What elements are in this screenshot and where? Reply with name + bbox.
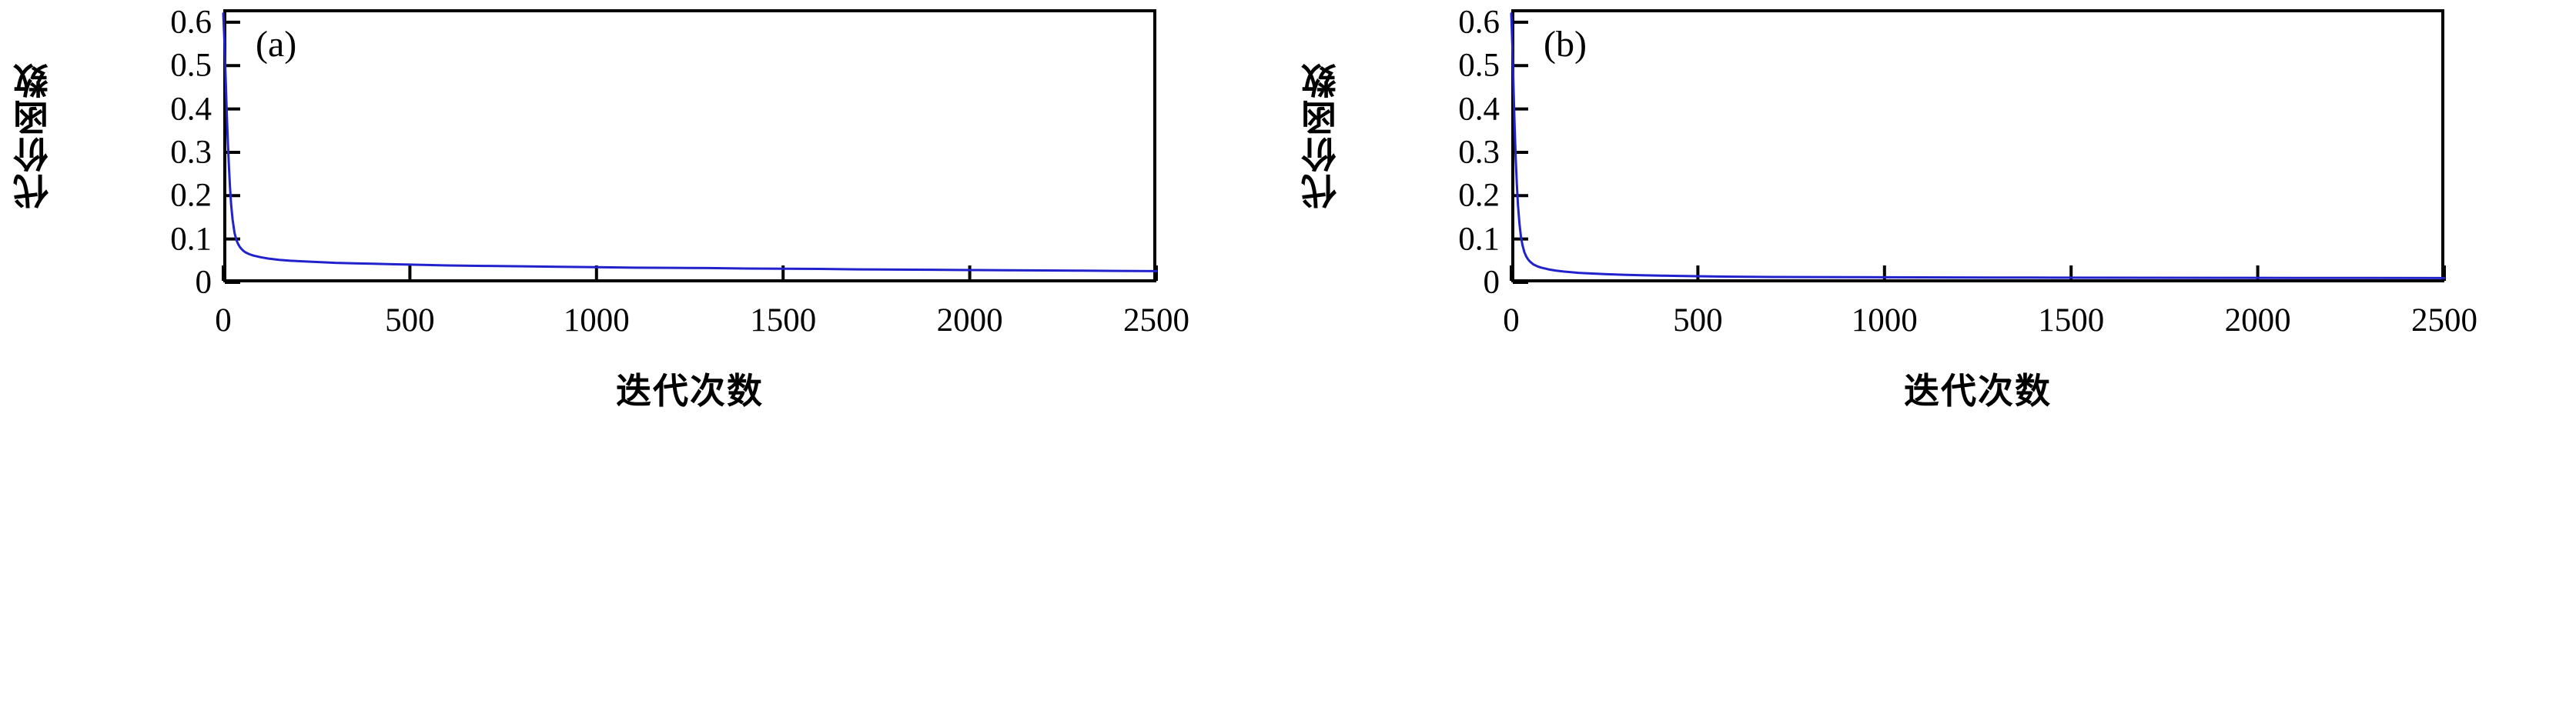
x-axis-title: 迭代次数	[616, 371, 764, 411]
chart-panel-a: 0 0.1 0.2 0.3 0.4 0.5 0.6 0 500 1000 1500 2000 2500 迭…	[13, 4, 1189, 411]
y-axis-tick-label: 0.5	[1458, 47, 1500, 84]
x-axis-tick-label: 0	[1503, 302, 1520, 339]
y-axis-tick-label: 0.6	[170, 4, 212, 41]
y-axis-tick-label: 0.1	[170, 221, 212, 258]
x-axis-tick-label: 2000	[936, 302, 1003, 339]
y-axis-tick-label: 0.5	[170, 47, 212, 84]
y-axis-tick-label: 0	[195, 264, 212, 301]
y-axis-tick-label: 0.3	[170, 134, 212, 171]
y-axis-tick-label: 0.2	[170, 177, 212, 214]
y-axis-tick-label: 0.4	[170, 91, 212, 128]
y-axis-tick-label: 0	[1483, 264, 1500, 301]
y-axis-tick-label: 0.4	[1458, 91, 1500, 128]
plot-canvas	[222, 12, 1158, 284]
x-axis-tick-label: 2000	[2224, 302, 2291, 339]
x-axis-tick-label: 1000	[563, 302, 630, 339]
panel-tag: (b)	[1544, 24, 1587, 65]
x-axis-title: 迭代次数	[1904, 371, 2052, 411]
x-axis-tick-label: 2500	[1123, 302, 1189, 339]
cost-curve	[222, 12, 1158, 272]
x-axis-tick-label: 500	[385, 302, 435, 339]
x-axis-tick-label: 1000	[1851, 302, 1918, 339]
y-axis-title: 代价函数	[13, 61, 53, 209]
plot-canvas	[1510, 12, 2446, 284]
plot-frame	[1511, 9, 2444, 282]
chart-panel-b: 0 0.1 0.2 0.3 0.4 0.5 0.6 0 500 1000 1500 2000 2500 迭…	[1288, 0, 2576, 704]
x-axis-tick-label: 1500	[750, 302, 817, 339]
cost-curve	[1510, 12, 2446, 279]
y-axis-tick-label: 0.6	[1458, 4, 1500, 41]
y-axis-tick-label: 0.2	[1458, 177, 1500, 214]
plot-frame	[223, 9, 1156, 282]
x-axis-tick-label: 500	[1673, 302, 1723, 339]
x-axis-tick-label: 1500	[2038, 302, 2105, 339]
panel-tag: (a)	[256, 24, 297, 65]
y-axis-title: 代价函数	[1301, 61, 1341, 209]
y-axis-tick-label: 0.1	[1458, 221, 1500, 258]
x-axis-tick-label: 0	[215, 302, 232, 339]
y-axis-tick-label: 0.3	[1458, 134, 1500, 171]
x-axis-tick-label: 2500	[2411, 302, 2477, 339]
